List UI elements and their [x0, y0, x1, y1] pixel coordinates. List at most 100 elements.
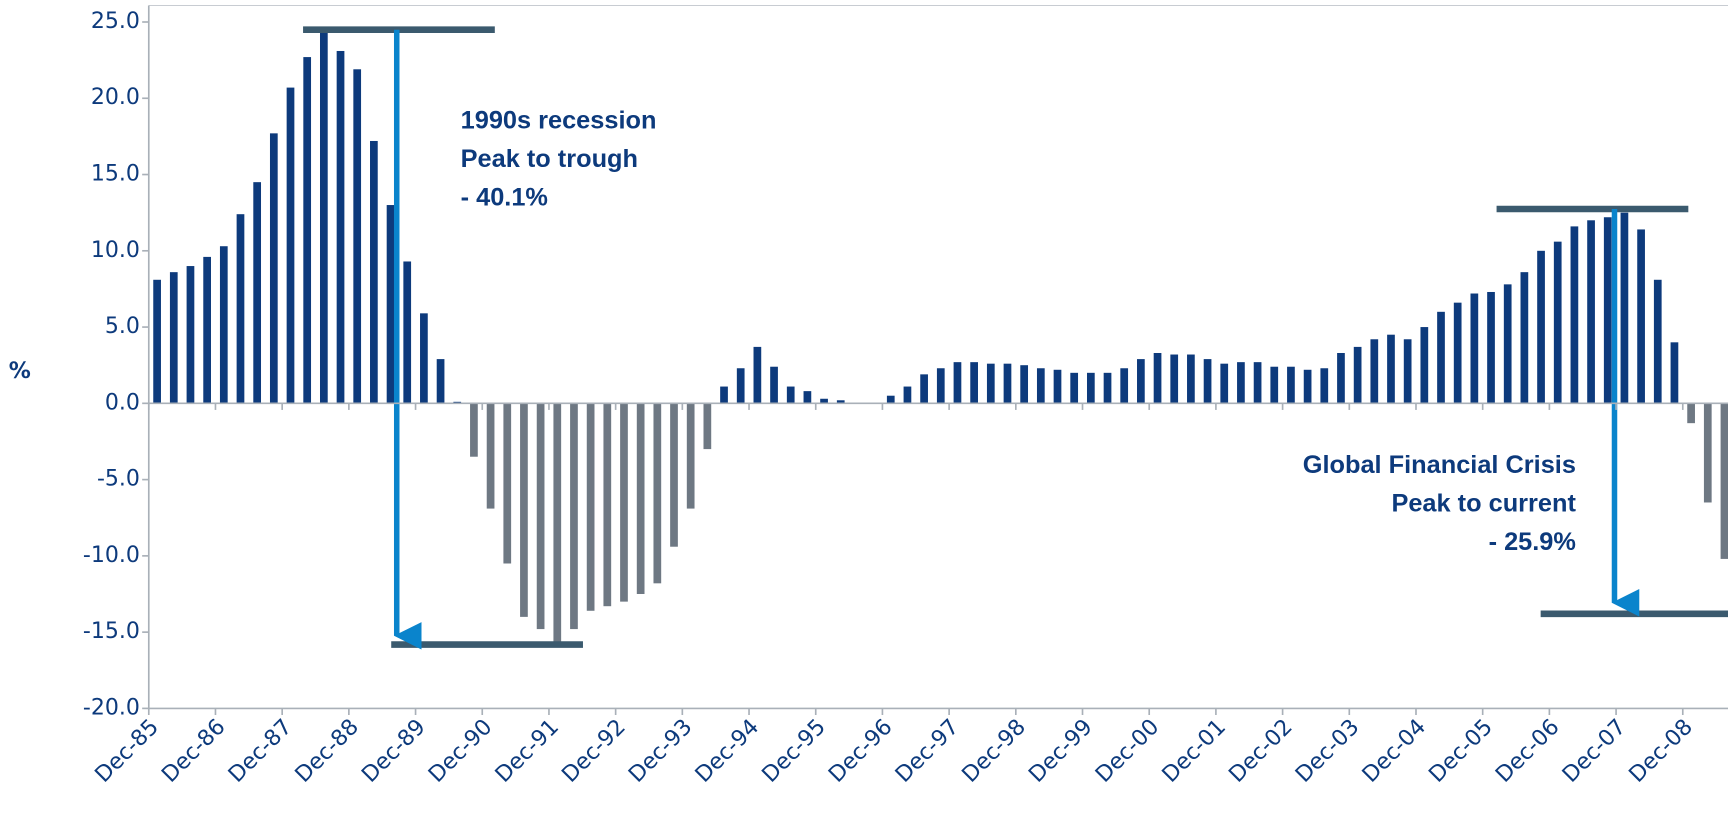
bar [1303, 369, 1312, 404]
bar [620, 403, 628, 602]
bar [1520, 272, 1529, 404]
y-tick-label: 20.0 [91, 85, 140, 110]
bar [1353, 346, 1362, 404]
bar [786, 386, 795, 404]
x-tick-label: Dec-88 [291, 715, 364, 788]
y-tick-label: 5.0 [105, 314, 140, 339]
bar [1187, 354, 1195, 404]
x-tick-label: Dec-01 [1158, 715, 1231, 788]
x-tick-label: Dec-86 [157, 715, 230, 788]
bar [403, 261, 412, 404]
bar [386, 205, 395, 404]
bar [936, 368, 945, 404]
bar [770, 366, 778, 404]
bar [686, 403, 695, 509]
y-tick-label: 25.0 [91, 9, 140, 34]
bar [820, 398, 828, 404]
annotation: Peak to current [1391, 490, 1576, 518]
bar [1153, 352, 1162, 404]
bar [1687, 403, 1695, 424]
bar [1287, 366, 1295, 404]
bar [953, 362, 962, 404]
bar [436, 359, 445, 404]
bar [1070, 372, 1079, 404]
x-tick-label: Dec-04 [1358, 715, 1431, 788]
x-tick-label: Dec-90 [424, 715, 497, 788]
y-tick-label: -20.0 [83, 695, 140, 720]
x-tick-label: Dec-97 [891, 715, 964, 788]
y-tick-label: 15.0 [91, 162, 140, 187]
bar [1220, 363, 1229, 404]
bar [1620, 212, 1629, 404]
bar [1036, 368, 1045, 404]
bar [570, 403, 578, 630]
bar [303, 57, 312, 404]
bars [153, 31, 1728, 643]
y-tick-label: 10.0 [91, 238, 140, 263]
annotation-lines [303, 26, 1728, 650]
x-tick-label: Dec-99 [1024, 715, 1097, 788]
bar [536, 403, 545, 630]
annotation: 1990s recession [461, 107, 657, 135]
bar [1120, 368, 1129, 404]
y-tick-label: -10.0 [83, 543, 140, 568]
x-tick-label: Dec-06 [1491, 715, 1564, 788]
bar [1437, 311, 1445, 404]
bar [1387, 334, 1395, 404]
bar [420, 313, 428, 404]
bar [269, 133, 278, 404]
bar [1470, 293, 1479, 404]
bar [1653, 279, 1662, 404]
x-tick-label: Dec-87 [224, 715, 297, 788]
y-tick-label: 0.0 [105, 390, 140, 415]
x-tick-label: Dec-89 [357, 715, 430, 788]
bar [920, 374, 928, 404]
bar [186, 266, 195, 404]
bar [1720, 403, 1728, 559]
x-tick-label: Dec-93 [624, 715, 697, 788]
bar [670, 403, 678, 547]
bar [1453, 302, 1462, 404]
bar [1337, 352, 1345, 404]
x-tick-label: Dec-03 [1291, 715, 1364, 788]
bar [1020, 365, 1029, 404]
bar [586, 403, 595, 611]
bar [1603, 217, 1612, 404]
bar [1537, 250, 1545, 404]
bar [353, 69, 362, 404]
bar [253, 182, 262, 404]
bar [1203, 359, 1212, 404]
y-tick-label: -15.0 [83, 619, 140, 644]
bar [236, 214, 245, 404]
bar [836, 400, 845, 404]
bar [1670, 342, 1679, 404]
x-tick-label: Dec-94 [691, 715, 764, 788]
bar [753, 346, 762, 404]
bar [1103, 372, 1112, 404]
bar [603, 403, 612, 607]
x-tick-label: Dec-00 [1091, 715, 1164, 788]
x-tick-label: Dec-92 [557, 715, 630, 788]
bar [1086, 372, 1095, 404]
x-tick-label: Dec-95 [758, 715, 831, 788]
bar [1570, 226, 1579, 404]
bar [153, 279, 161, 404]
bar [903, 386, 912, 404]
x-tick-label: Dec-08 [1625, 715, 1698, 788]
bar [219, 246, 228, 404]
bar [1003, 363, 1012, 404]
bar [203, 256, 211, 404]
annotation: - 25.9% [1489, 528, 1576, 556]
bar [1237, 362, 1245, 404]
y-tick-label: -5.0 [97, 467, 140, 492]
bar [886, 395, 895, 404]
bar [1553, 241, 1562, 404]
bar [1420, 327, 1429, 404]
bar [370, 140, 378, 404]
bar [503, 403, 512, 564]
bar [1270, 366, 1279, 404]
bar [1403, 339, 1412, 404]
bar [1170, 354, 1179, 404]
annotation: Peak to trough [461, 145, 638, 173]
y-axis-label: % [9, 359, 31, 384]
